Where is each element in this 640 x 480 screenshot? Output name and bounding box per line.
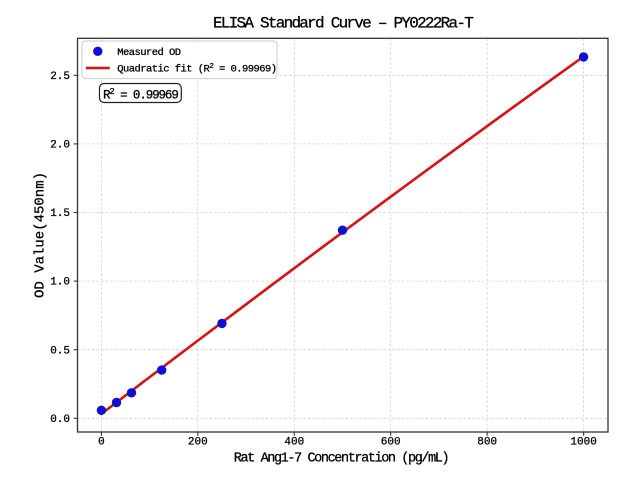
svg-text:200: 200 bbox=[188, 437, 208, 449]
svg-text:0.5: 0.5 bbox=[50, 345, 70, 357]
svg-text:1000: 1000 bbox=[570, 437, 596, 449]
svg-text:2.0: 2.0 bbox=[50, 140, 70, 152]
svg-text:400: 400 bbox=[284, 437, 304, 449]
svg-text:1.0: 1.0 bbox=[50, 277, 70, 289]
svg-text:800: 800 bbox=[477, 437, 497, 449]
svg-text:0: 0 bbox=[98, 437, 105, 449]
svg-text:R2 = 0.99969: R2 = 0.99969 bbox=[103, 87, 178, 102]
svg-text:Quadratic fit (R2 = 0.99969): Quadratic fit (R2 = 0.99969) bbox=[117, 63, 276, 76]
svg-text:1.5: 1.5 bbox=[50, 208, 70, 220]
svg-text:Rat Ang1-7 Concentration (pg/m: Rat Ang1-7 Concentration (pg/mL) bbox=[234, 451, 448, 466]
svg-text:Measured OD: Measured OD bbox=[117, 47, 181, 59]
svg-text:0.0: 0.0 bbox=[50, 414, 70, 426]
svg-text:600: 600 bbox=[381, 437, 401, 449]
svg-text:ELISA Standard Curve – PY0222R: ELISA Standard Curve – PY0222Ra-T bbox=[213, 14, 473, 32]
svg-text:OD Value(450nm): OD Value(450nm) bbox=[33, 172, 49, 298]
svg-text:2.5: 2.5 bbox=[50, 71, 70, 83]
